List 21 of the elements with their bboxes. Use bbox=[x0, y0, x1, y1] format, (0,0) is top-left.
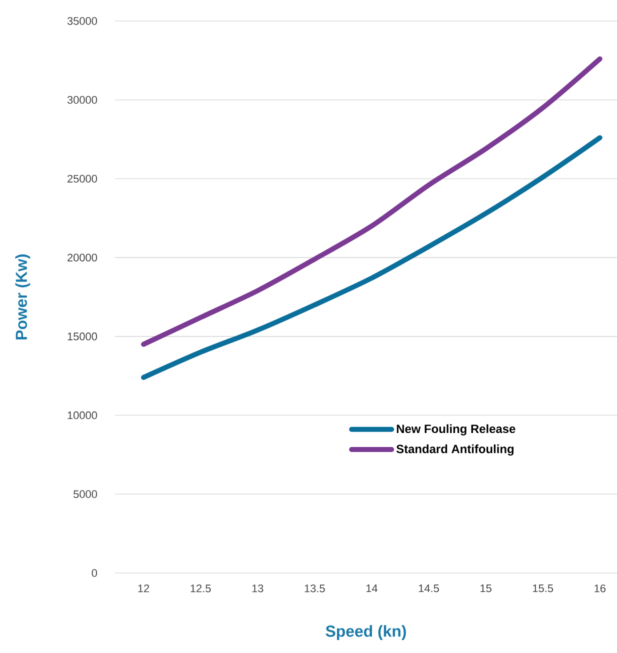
y-tick-label: 25000 bbox=[67, 174, 97, 183]
x-tick-label: 15 bbox=[480, 584, 492, 592]
legend-label: New Fouling Release bbox=[396, 424, 516, 436]
x-axis-title: Speed (kn) bbox=[326, 625, 406, 640]
y-axis-title: Power (Kw) bbox=[15, 254, 30, 340]
y-tick-label: 20000 bbox=[67, 254, 97, 262]
x-tick-label: 16 bbox=[594, 584, 606, 592]
y-tick-label: 15000 bbox=[68, 332, 97, 340]
x-tick-label: 13 bbox=[252, 584, 264, 592]
y-tick-label: 30000 bbox=[67, 96, 97, 104]
x-tick-label: 15.5 bbox=[532, 584, 553, 592]
x-tick-label: 14 bbox=[366, 584, 378, 592]
x-tick-label: 14.5 bbox=[418, 584, 439, 592]
y-tick-label: 35000 bbox=[67, 17, 97, 25]
y-tick-label: 10000 bbox=[68, 411, 97, 420]
x-tick-label: 12.5 bbox=[190, 584, 211, 592]
x-tick-label: 12 bbox=[138, 584, 149, 592]
x-tick-label: 13.5 bbox=[304, 584, 325, 592]
legend-label: Standard Antifouling bbox=[396, 444, 514, 456]
y-tick-label: 0 bbox=[92, 569, 97, 577]
y-tick-label: 5000 bbox=[73, 490, 97, 498]
